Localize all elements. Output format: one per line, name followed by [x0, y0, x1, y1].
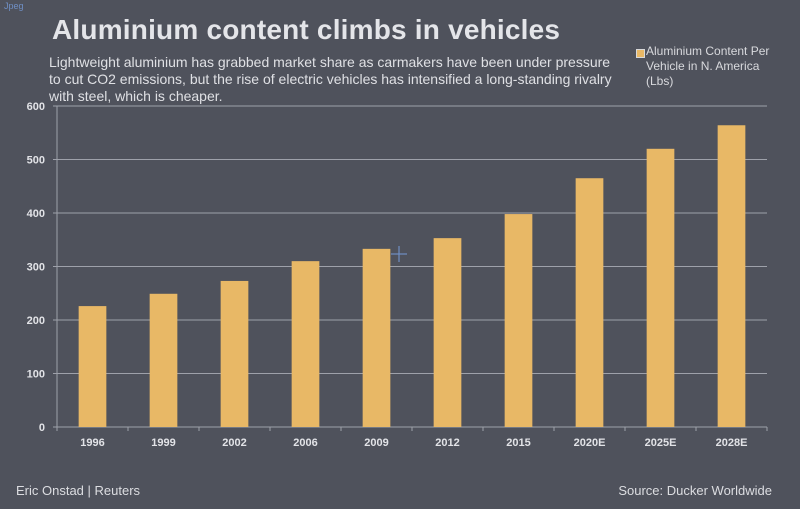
- author-credit: Eric Onstad | Reuters: [16, 483, 141, 498]
- bar-2012: [433, 238, 462, 427]
- bar-1999: [149, 293, 178, 427]
- image-format-tag: Jpeg: [4, 1, 24, 11]
- crosshair-cursor-icon: [391, 246, 407, 262]
- source-credit: Source: Ducker Worldwide: [618, 483, 772, 498]
- x-tick-label: 2028E: [716, 437, 748, 449]
- x-tick-label: 2015: [506, 437, 530, 449]
- x-tick-label: 2009: [364, 437, 388, 449]
- chart-subtitle: Lightweight aluminium has grabbed market…: [49, 54, 612, 104]
- bar-2025e: [646, 148, 675, 428]
- x-tick-label: 2020E: [574, 437, 606, 449]
- x-tick-label: 2012: [435, 437, 459, 449]
- bar-2009: [362, 248, 391, 427]
- x-tick-label: 2002: [222, 437, 246, 449]
- bar-2020e: [575, 178, 604, 427]
- bar-2002: [220, 280, 249, 427]
- x-tick-label: 2025E: [645, 437, 677, 449]
- legend-label: Aluminium Content Per Vehicle in N. Amer…: [646, 44, 770, 88]
- y-tick-label: 100: [27, 369, 45, 381]
- y-tick-label: 0: [39, 422, 45, 434]
- x-tick-label: 1999: [151, 437, 175, 449]
- y-tick-label: 500: [27, 155, 45, 167]
- bars: [78, 125, 746, 428]
- x-tick-label: 2006: [293, 437, 317, 449]
- bar-2028e: [717, 125, 746, 427]
- y-tick-label: 300: [27, 262, 45, 274]
- y-tick-label: 200: [27, 315, 45, 327]
- bar-2006: [291, 261, 320, 427]
- chart-title: Aluminium content climbs in vehicles: [52, 14, 561, 45]
- y-tick-label: 400: [27, 208, 45, 220]
- legend-swatch: [636, 49, 645, 58]
- bar-2015: [504, 214, 533, 427]
- tick-labels: 0 100 200 300 400 500 600 1996 1999 2002 2006 2009 2…: [27, 101, 748, 449]
- y-tick-label: 600: [27, 101, 45, 113]
- x-tick-label: 1996: [80, 437, 104, 449]
- bar-1996: [78, 306, 107, 427]
